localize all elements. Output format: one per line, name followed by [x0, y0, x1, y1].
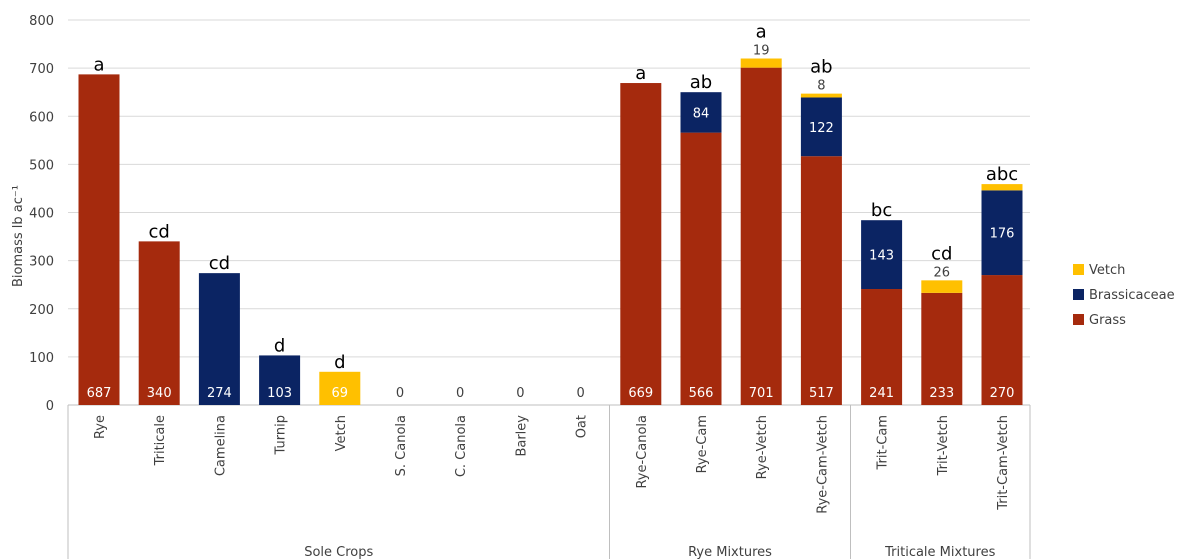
x-tick-label: Rye-Vetch — [755, 415, 770, 479]
y-tick-label: 800 — [29, 14, 54, 29]
bar-value-label: 0 — [396, 386, 404, 401]
x-tick-label: C. Canola — [454, 415, 469, 477]
y-axis-title: Biomass lb ac⁻¹ — [11, 185, 26, 287]
significance-letter: abc — [986, 164, 1018, 185]
bar-segment-vetch — [740, 58, 782, 68]
bar-segment-brassicaceae — [981, 190, 1023, 276]
significance-letter: cd — [931, 243, 952, 264]
bar-segment-vetch — [921, 280, 963, 293]
x-axis: Rye Triticale Camelina Turnip Vetch S. Canola… — [67, 405, 1031, 559]
bar-segment-grass — [138, 241, 180, 405]
bar-value-label: 69 — [332, 386, 349, 401]
y-tick-label: 700 — [29, 62, 54, 77]
significance-letter: ab — [690, 72, 712, 93]
bars — [78, 58, 1023, 406]
x-tick-label: Rye-Cam-Vetch — [815, 415, 830, 514]
x-tick-label: Rye-Canola — [635, 415, 650, 489]
bar-segment-brassicaceae — [259, 355, 301, 405]
legend-swatch — [1073, 289, 1084, 300]
legend-label: Grass — [1089, 313, 1126, 328]
bar-segment-vetch — [319, 371, 361, 405]
bar-segment-brassicaceae — [800, 97, 842, 157]
bar-segment-grass — [78, 74, 120, 405]
y-tick-label: 0 — [46, 399, 54, 414]
segment-value-label: 19 — [753, 44, 770, 59]
legend-label: Brassicaceae — [1089, 288, 1175, 303]
bar-segment-grass — [921, 292, 963, 405]
bar-segment-grass — [620, 83, 662, 405]
bar-value-label: 517 — [809, 386, 834, 401]
x-tick-label: Trit-Cam-Vetch — [996, 415, 1011, 511]
x-tick-label: Vetch — [334, 415, 349, 451]
bar-value-label: 340 — [147, 386, 172, 401]
bar-value-label: 233 — [929, 386, 954, 401]
bar-segment-brassicaceae — [198, 273, 240, 405]
bar-value-label: 566 — [689, 386, 714, 401]
bar-value-label: 701 — [749, 386, 774, 401]
bar-segment-grass — [981, 275, 1023, 405]
significance-letter: cd — [209, 253, 230, 274]
bar-value-label: 0 — [456, 386, 464, 401]
bar-value-label: 669 — [628, 386, 653, 401]
significance-letter: cd — [149, 221, 170, 242]
legend-label: Vetch — [1089, 263, 1125, 278]
y-tick-label: 600 — [29, 110, 54, 125]
significance-letter: a — [756, 22, 767, 43]
y-tick-label: 200 — [29, 303, 54, 318]
bar-value-label: 270 — [990, 386, 1015, 401]
y-tick-label: 500 — [29, 158, 54, 173]
legend-swatch — [1073, 264, 1084, 275]
x-tick-label: Barley — [514, 415, 529, 457]
legend-swatch — [1073, 314, 1084, 325]
bar-segment-brassicaceae — [861, 220, 903, 290]
significance-letter: d — [274, 335, 285, 356]
y-tick-label: 300 — [29, 255, 54, 270]
bar-value-label: 0 — [576, 386, 584, 401]
x-tick-label: S. Canola — [394, 415, 409, 476]
segment-value-label: 84 — [693, 106, 710, 121]
bar-value-label: 241 — [869, 386, 894, 401]
bar-segment-vetch — [800, 93, 842, 98]
significance-letter: ab — [810, 57, 832, 78]
significance-letter: a — [635, 63, 646, 84]
segment-value-label: 176 — [990, 227, 1015, 242]
data-labels: 687 340 274 103 69 0 0 0 0 669 566 701 517 241 233 270 8… — [87, 22, 1019, 402]
bar-segment-vetch — [981, 184, 1023, 191]
x-tick-label: Camelina — [213, 415, 228, 476]
bar-value-label: 274 — [207, 386, 232, 401]
significance-letter: d — [334, 352, 345, 373]
x-tick-label: Trit-Cam — [876, 415, 891, 470]
group-label: Triticale Mixtures — [884, 545, 995, 559]
bar-segment-brassicaceae — [680, 92, 722, 133]
segment-value-label: 26 — [934, 265, 951, 280]
y-tick-label: 100 — [29, 351, 54, 366]
significance-letter: bc — [871, 200, 892, 221]
x-tick-label: Turnip — [274, 415, 289, 455]
significance-letter: a — [93, 54, 104, 75]
bar-segment-grass — [800, 156, 842, 405]
bar-value-label: 0 — [516, 386, 524, 401]
bar-value-label: 103 — [267, 386, 292, 401]
x-tick-label: Rye — [93, 415, 108, 439]
x-tick-label: Rye-Cam — [695, 415, 710, 473]
bar-value-label: 687 — [87, 386, 112, 401]
x-tick-label: Triticale — [153, 415, 168, 466]
group-label: Sole Crops — [304, 545, 373, 559]
y-axis: 0 100 200 300 400 500 600 700 800 — [29, 14, 54, 414]
segment-value-label: 143 — [869, 249, 894, 264]
segment-value-label: 122 — [809, 121, 834, 136]
group-label: Rye Mixtures — [688, 545, 772, 559]
x-tick-label: Trit-Vetch — [936, 415, 951, 476]
y-tick-label: 400 — [29, 207, 54, 222]
legend: Vetch Brassicaceae Grass — [1073, 263, 1175, 328]
segment-value-label: 8 — [817, 79, 825, 94]
x-tick-label: Oat — [575, 415, 590, 438]
bar-segment-grass — [680, 132, 722, 406]
bar-segment-grass — [861, 289, 903, 405]
bar-segment-grass — [740, 67, 782, 406]
